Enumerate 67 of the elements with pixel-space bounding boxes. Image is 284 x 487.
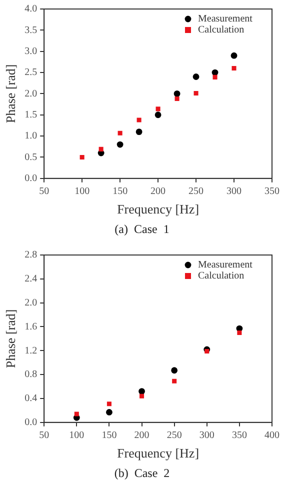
x-tick-label: 50 xyxy=(39,186,50,198)
y-tick-label: 1.0 xyxy=(24,130,38,142)
point xyxy=(140,394,144,398)
point xyxy=(230,52,238,59)
text: (a) Case 1 xyxy=(114,221,170,238)
point xyxy=(98,146,104,152)
x-tick-label: 400 xyxy=(264,430,280,442)
point xyxy=(192,74,200,80)
x-axis-title: Frequency [Hz] xyxy=(117,446,200,461)
x-tick-label: 350 xyxy=(232,430,247,442)
y-tick-label: 0.8 xyxy=(24,369,38,380)
y-tick-label: 2.8 xyxy=(24,250,38,261)
point xyxy=(172,378,177,384)
legend-label: Calculation xyxy=(198,24,244,36)
y-tick-label: 2.0 xyxy=(24,297,38,308)
y-tick-label: 3.0 xyxy=(24,46,38,57)
point xyxy=(136,118,142,122)
point xyxy=(74,412,79,416)
point xyxy=(80,154,84,160)
x-tick-label: 250 xyxy=(166,430,182,442)
x-tick-label: 150 xyxy=(102,430,117,442)
x-tick-label: 250 xyxy=(188,186,204,198)
point xyxy=(194,91,198,96)
x-tick-label: 350 xyxy=(264,186,280,198)
x-tick-label: 50 xyxy=(39,430,50,442)
y-axis-title: Phase [rad] xyxy=(3,309,18,368)
legend-label: Measurement xyxy=(198,260,253,271)
y-tick-label: 2.0 xyxy=(24,88,38,100)
legend-label: Calculation xyxy=(198,270,244,282)
y-tick-label: 1.6 xyxy=(24,321,38,332)
y-tick-label: 0.0 xyxy=(24,173,38,184)
y-tick-label: 4.0 xyxy=(24,4,38,15)
y-tick-label: 0.5 xyxy=(24,152,38,163)
point xyxy=(232,66,236,71)
point xyxy=(174,96,180,102)
point xyxy=(156,106,160,112)
point xyxy=(204,348,210,354)
y-tick-label: 0.4 xyxy=(24,393,38,404)
y-tick-label: 0.0 xyxy=(24,417,38,428)
x-tick-label: 100 xyxy=(69,430,84,442)
point xyxy=(171,367,178,374)
point xyxy=(118,130,122,136)
y-tick-label: 3.5 xyxy=(24,24,38,36)
x-tick-label: 100 xyxy=(74,186,90,198)
point xyxy=(136,128,142,136)
y-tick-label: 1.5 xyxy=(24,110,38,120)
text: (b) Case 2 xyxy=(113,465,171,482)
point xyxy=(212,69,218,76)
x-tick-label: 300 xyxy=(199,430,214,442)
y-tick-label: 1.2 xyxy=(24,345,38,356)
point xyxy=(138,388,145,395)
point xyxy=(237,330,242,335)
x-tick-label: 300 xyxy=(226,186,242,198)
point xyxy=(116,141,124,148)
legend-label: Measurement xyxy=(198,14,253,25)
point xyxy=(106,409,112,416)
point xyxy=(106,402,112,406)
x-axis-title: Frequency [Hz] xyxy=(117,202,200,217)
point xyxy=(154,112,162,118)
x-tick-label: 200 xyxy=(150,186,166,198)
point xyxy=(212,74,218,80)
y-tick-label: 2.4 xyxy=(24,274,38,285)
point xyxy=(174,90,180,97)
x-tick-label: 150 xyxy=(112,186,128,198)
x-tick-label: 200 xyxy=(134,430,150,442)
y-axis-title: Phase [rad] xyxy=(3,64,18,124)
y-tick-label: 2.5 xyxy=(24,67,38,78)
